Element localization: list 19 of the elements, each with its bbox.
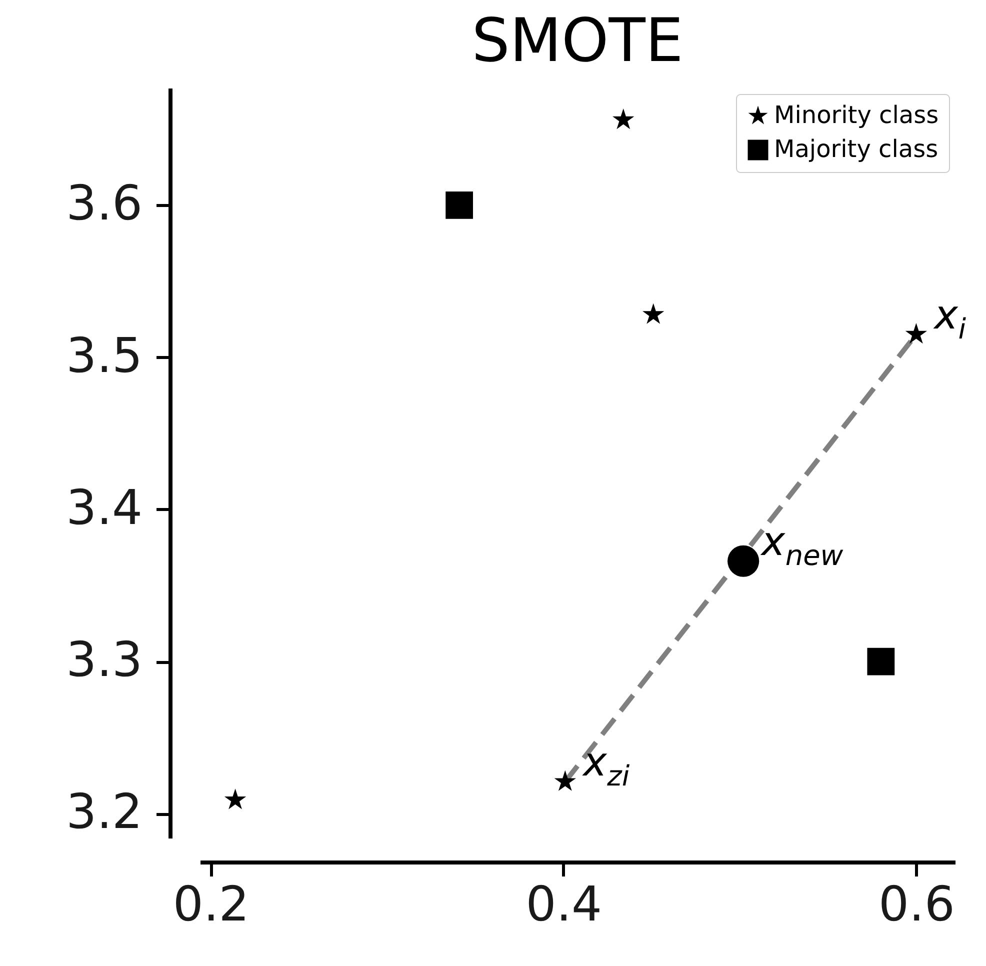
legend-label: Minority class bbox=[774, 101, 939, 129]
x-tick-label: 0.6 bbox=[878, 876, 955, 932]
x-tick-label: 0.2 bbox=[172, 876, 250, 932]
chart-title: SMOTE bbox=[472, 6, 684, 76]
y-tick-label: 3.4 bbox=[66, 480, 142, 536]
point bbox=[446, 191, 474, 219]
point bbox=[728, 545, 760, 577]
point bbox=[612, 108, 634, 130]
y-tick-label: 3.5 bbox=[66, 328, 142, 384]
point bbox=[554, 770, 576, 791]
y-tick-label: 3.3 bbox=[66, 632, 142, 688]
legend-label: Majority class bbox=[774, 135, 938, 163]
y-tick-label: 3.2 bbox=[66, 784, 142, 840]
y-tick-label: 3.6 bbox=[66, 176, 142, 232]
point bbox=[224, 788, 246, 810]
point bbox=[642, 303, 664, 324]
point bbox=[905, 323, 928, 344]
point bbox=[867, 648, 895, 676]
x-tick-label: 0.4 bbox=[526, 876, 602, 932]
